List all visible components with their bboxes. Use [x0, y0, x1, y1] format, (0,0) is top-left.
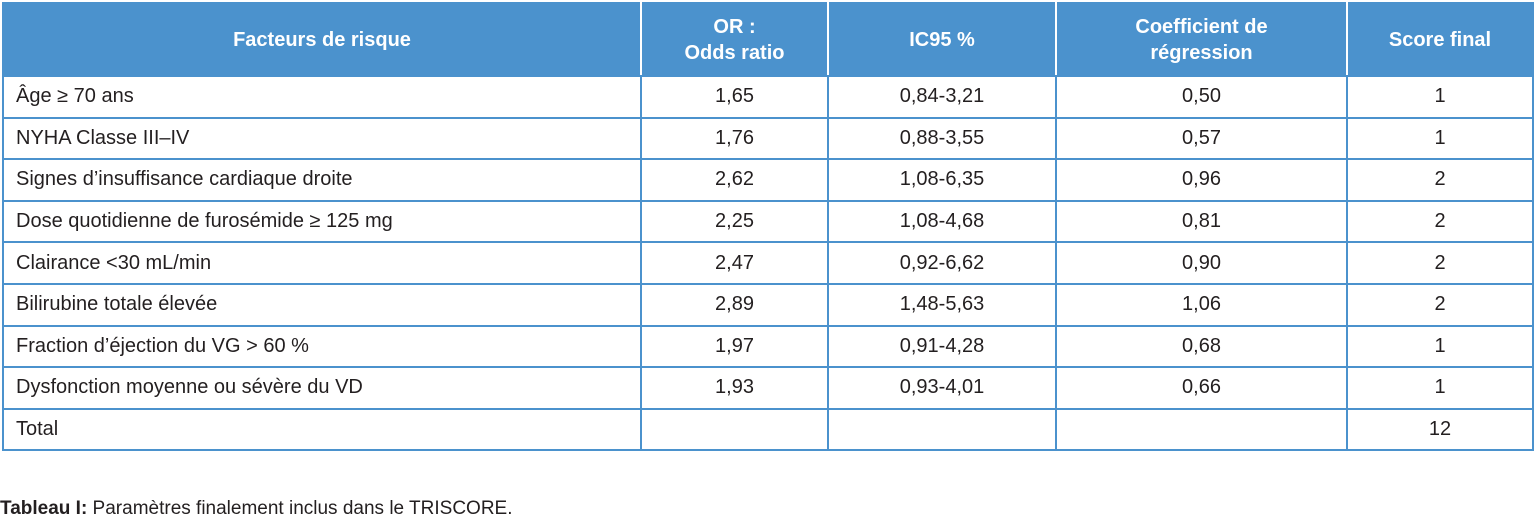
- table-cell: 1,08-4,68: [827, 199, 1057, 244]
- caption-text: Paramètres finalement inclus dans le TRI…: [87, 498, 513, 519]
- table-cell: 0,92-6,62: [827, 241, 1057, 285]
- table-cell: 2,89: [640, 282, 829, 327]
- table-cell: [640, 407, 829, 452]
- table-cell: 2: [1346, 158, 1534, 202]
- header-cell: Facteurs de risque: [2, 2, 642, 77]
- table-cell: 2,47: [640, 241, 829, 285]
- table-body: Âge ≥ 70 ans 1,65 0,84-3,21 0,50 1 NYHA Class…: [2, 75, 1534, 452]
- table-cell: 1: [1346, 116, 1534, 161]
- table-cell: 2: [1346, 241, 1534, 285]
- table-row: Dose quotidienne de furosémide ≥ 125 mg 2…: [2, 199, 1534, 244]
- table-cell: Dysfonction moyenne ou sévère du VD: [2, 366, 642, 410]
- table-cell: 0,57: [1055, 116, 1348, 161]
- table-row: NYHA Classe III–IV 1,76 0,88-3,55 0,57 1: [2, 116, 1534, 161]
- table-cell: [827, 407, 1057, 452]
- table-cell: 0,84-3,21: [827, 75, 1057, 119]
- table-cell: 0,90: [1055, 241, 1348, 285]
- table-row: Signes d’insuffisance cardiaque droite 2,…: [2, 158, 1534, 202]
- table-cell: 2,62: [640, 158, 829, 202]
- caption-label: Tableau I:: [0, 498, 88, 519]
- table-row: Fraction d’éjection du VG > 60 % 1,97 0,91…: [2, 324, 1534, 369]
- table-cell: 0,88-3,55: [827, 116, 1057, 161]
- table-cell: 1,06: [1055, 282, 1348, 327]
- table-cell: 1: [1346, 366, 1534, 410]
- table-row: Clairance <30 mL/min 2,47 0,92-6,62 0,90 2: [2, 241, 1534, 285]
- table-cell: Clairance <30 mL/min: [2, 241, 642, 285]
- table-cell: 1,08-6,35: [827, 158, 1057, 202]
- table-cell: 1,48-5,63: [827, 282, 1057, 327]
- table-cell: Signes d’insuffisance cardiaque droite: [2, 158, 642, 202]
- table-row: Bilirubine totale élevée 2,89 1,48-5,63 1,0…: [2, 282, 1534, 327]
- table-cell: Bilirubine totale élevée: [2, 282, 642, 327]
- table-cell: [1055, 407, 1348, 452]
- header-cell: IC95 %: [827, 2, 1057, 77]
- header-cell: OR : Odds ratio: [640, 2, 829, 77]
- table-row: Âge ≥ 70 ans 1,65 0,84-3,21 0,50 1: [2, 75, 1534, 119]
- caption: Tableau I: Paramètres finalement inclus …: [0, 498, 513, 520]
- table-cell: 1,76: [640, 116, 829, 161]
- table-cell: Total: [2, 407, 642, 452]
- header-cell: Coefficient de régression: [1055, 2, 1348, 77]
- table-cell: NYHA Classe III–IV: [2, 116, 642, 161]
- table-cell: 0,93-4,01: [827, 366, 1057, 410]
- table-cell: 2: [1346, 282, 1534, 327]
- table-cell: 0,96: [1055, 158, 1348, 202]
- table-cell: 0,91-4,28: [827, 324, 1057, 369]
- table-row: Dysfonction moyenne ou sévère du VD 1,93 0…: [2, 366, 1534, 410]
- table-cell: 0,50: [1055, 75, 1348, 119]
- table-cell: 0,81: [1055, 199, 1348, 244]
- table-cell: 1: [1346, 75, 1534, 119]
- table-cell: 0,66: [1055, 366, 1348, 410]
- table-cell: Fraction d’éjection du VG > 60 %: [2, 324, 642, 369]
- table-cell: 1,65: [640, 75, 829, 119]
- table-cell: 1,93: [640, 366, 829, 410]
- table-cell: 1,97: [640, 324, 829, 369]
- table-cell: Dose quotidienne de furosémide ≥ 125 mg: [2, 199, 642, 244]
- table-cell: 2,25: [640, 199, 829, 244]
- table-cell: 2: [1346, 199, 1534, 244]
- header-row: Facteurs de risque OR : Odds ratio IC95 % C…: [2, 2, 1534, 77]
- header-cell: Score final: [1346, 2, 1534, 77]
- table-row: Total 12: [2, 407, 1534, 452]
- table-cell: 1: [1346, 324, 1534, 369]
- table-cell: 0,68: [1055, 324, 1348, 369]
- table-cell: 12: [1346, 407, 1534, 452]
- table-cell: Âge ≥ 70 ans: [2, 75, 642, 119]
- risk-table: Facteurs de risque OR : Odds ratio IC95 % C…: [2, 2, 1534, 452]
